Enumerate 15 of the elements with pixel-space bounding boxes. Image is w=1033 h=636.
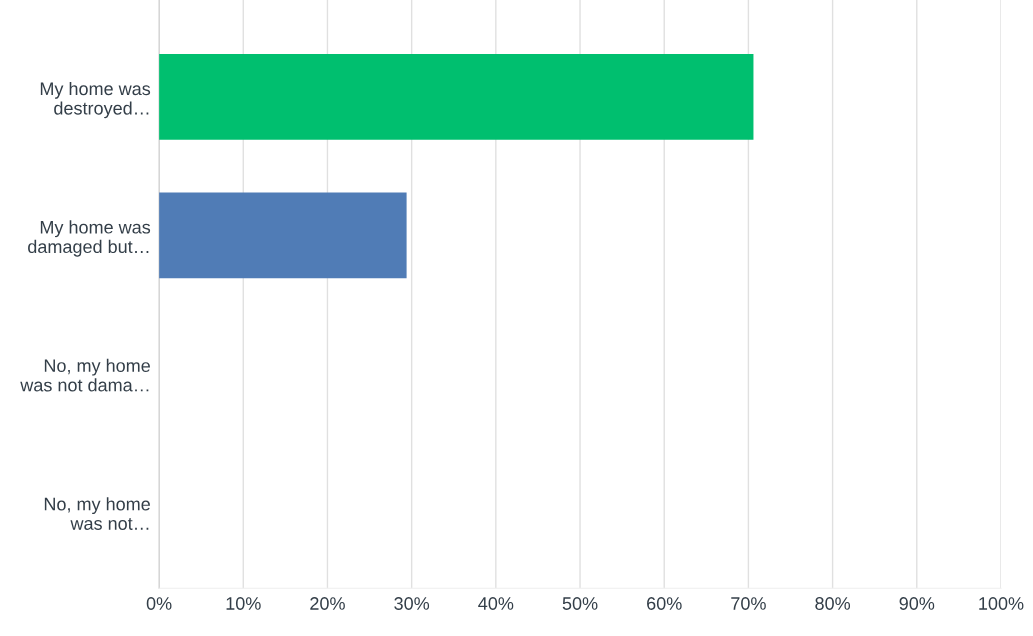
y-tick-label: No, my home was not dama… (20, 358, 150, 392)
x-tick-label: 40% (478, 597, 514, 610)
x-tick-label: 20% (310, 597, 345, 610)
y-tick-label: My home was damaged but… (28, 220, 151, 257)
x-tick-label: 100% (979, 597, 1024, 610)
y-tick-label: No, my home was not… (44, 497, 150, 530)
x-tick-label: 0% (146, 597, 172, 610)
x-tick-label: 60% (647, 597, 682, 610)
x-tick-label: 30% (394, 597, 430, 610)
x-tick-label: 50% (562, 597, 598, 610)
x-tick-label: 90% (899, 597, 935, 610)
x-tick-label: 70% (731, 597, 766, 610)
x-tick-label: 80% (815, 597, 851, 610)
y-tick-label: My home was destroyed… (40, 81, 151, 119)
x-tick-label: 10% (226, 597, 261, 610)
